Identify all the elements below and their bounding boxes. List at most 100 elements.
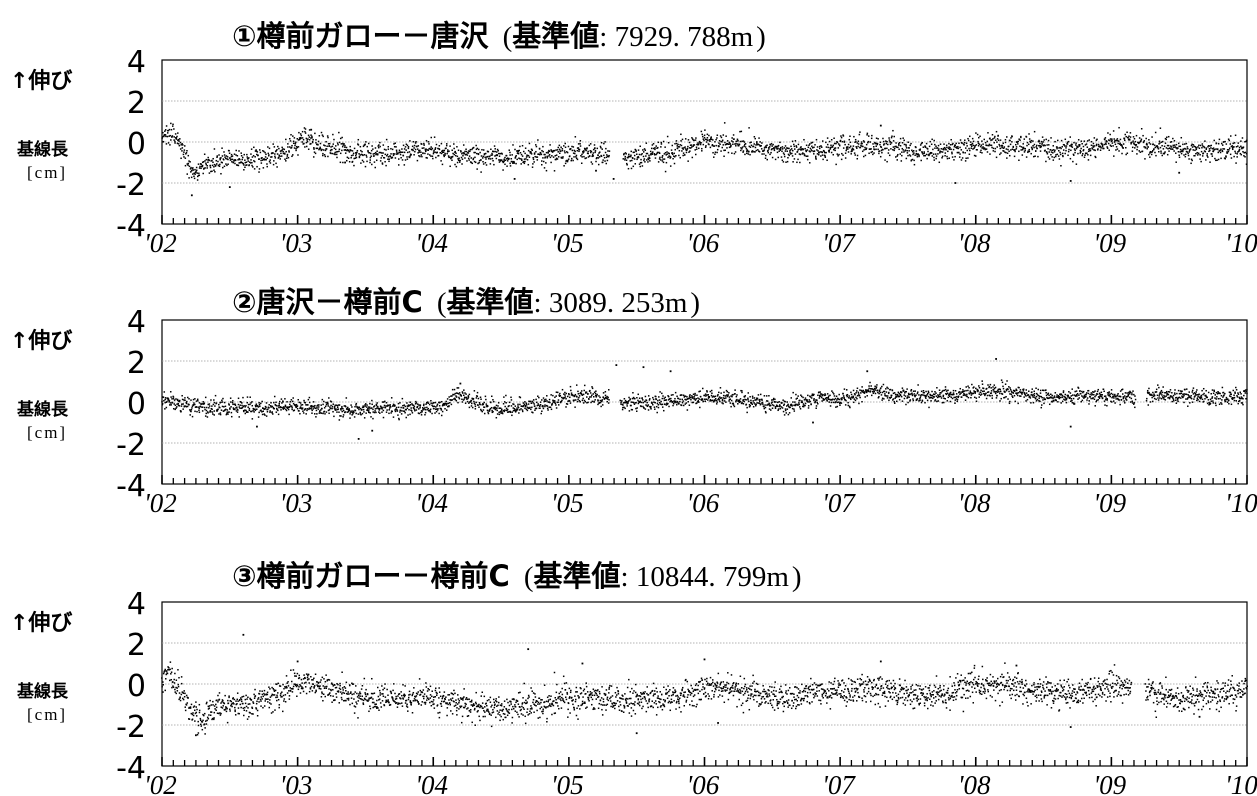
data-point [952,148,955,151]
x-tick-label: '07 [822,228,856,258]
data-point [721,141,723,143]
data-point [387,148,390,150]
data-point [685,399,687,401]
data-point [660,403,663,406]
data-point [499,159,501,161]
data-point [653,153,656,155]
data-point [331,148,333,151]
data-point [448,405,450,407]
data-point [223,406,225,408]
data-point [372,148,374,150]
data-point [708,134,710,137]
data-point [471,148,473,151]
data-point [190,410,192,413]
data-point [1076,145,1078,148]
data-point [666,153,668,155]
data-point [196,175,199,178]
data-point [505,407,508,410]
data-point [403,151,406,154]
data-point [526,155,529,157]
data-point [483,412,486,415]
data-point [992,150,995,152]
data-point [484,161,487,164]
data-point [342,161,344,164]
data-point [809,396,812,398]
data-point [870,394,873,397]
data-point [744,398,746,401]
data-point [388,160,390,163]
data-point [772,397,775,400]
data-point [319,148,322,150]
data-point [1242,146,1245,148]
data-point [1142,134,1144,137]
data-point [171,398,173,400]
data-point [857,143,860,145]
data-point [258,171,260,173]
data-point [366,160,368,163]
data-point [336,411,338,413]
outlier-point [513,178,516,180]
data-point [805,155,808,157]
data-point [264,158,266,161]
data-point [956,151,959,154]
data-point [397,164,400,166]
data-point [907,154,909,157]
data-point [1140,140,1142,142]
data-point [888,154,891,157]
data-point [556,158,559,160]
data-point [859,389,861,391]
data-point [529,400,531,403]
data-point [721,399,724,402]
data-point [482,402,484,405]
data-point [530,151,532,154]
data-point [1201,143,1204,145]
data-point [414,148,417,151]
data-point [399,153,402,156]
data-point [924,146,927,149]
data-point [479,403,481,406]
data-point [359,413,361,415]
data-point [237,403,240,406]
data-point [599,399,602,402]
data-point [1174,146,1177,148]
data-point [348,408,350,410]
data-point [471,402,473,405]
data-point [249,162,252,164]
data-point [606,154,608,156]
data-point [753,143,755,145]
data-point [941,151,944,153]
data-point [608,389,610,391]
data-point [967,139,970,142]
data-point [699,142,701,144]
data-point [345,146,348,149]
data-point [861,150,864,153]
data-point [942,147,945,150]
data-point [381,163,384,165]
data-point [473,160,476,163]
data-point [418,151,421,153]
data-point [539,152,542,154]
data-point [724,143,727,146]
data-point [789,150,791,152]
data-point [655,395,657,398]
data-point [682,404,685,407]
data-point [1089,148,1091,150]
data-point [989,137,991,140]
data-point [800,146,802,148]
data-point [606,395,608,398]
data-point [853,393,856,395]
data-point [335,404,338,406]
data-point [882,148,884,151]
data-point [253,146,255,149]
chart-title-paren-close: ) [690,287,700,319]
data-point [1074,149,1076,152]
data-point [1101,145,1104,148]
data-point [912,150,915,152]
data-point [277,409,279,412]
data-point [650,154,652,156]
data-point [638,153,641,156]
data-point [382,406,384,409]
data-point [774,406,777,408]
data-point [188,398,190,400]
data-point [719,135,722,137]
